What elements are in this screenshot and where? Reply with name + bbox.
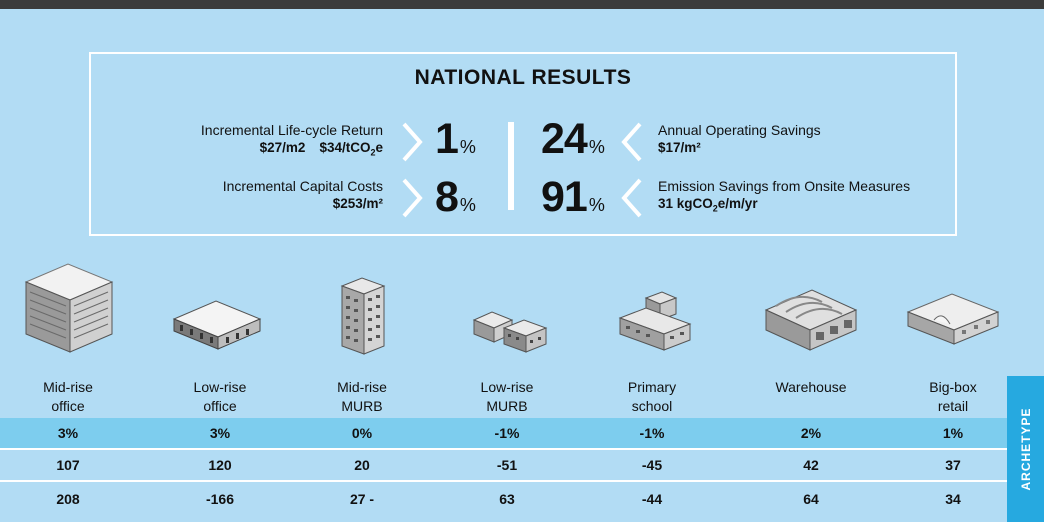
table-cell: 63 — [499, 491, 515, 507]
lifecycle-return-value: 1% — [435, 115, 476, 163]
table-cell: 34 — [945, 491, 961, 507]
lifecycle-return-label: Incremental Life-cycle Return — [200, 122, 383, 138]
table-cell: 2% — [800, 425, 822, 441]
table-row: 107 120 20 -51 -45 42 37 — [0, 450, 1007, 482]
table-cell: 0% — [351, 425, 373, 441]
table-cell: 27 - — [349, 491, 375, 507]
archetype-label: Mid-rise office — [43, 379, 93, 414]
operating-savings-value: 24% — [541, 115, 605, 163]
results-table: 3% 3% 0% -1% -1% 2% 1% 107 120 20 -51 -4… — [0, 418, 1007, 516]
national-results-panel: NATIONAL RESULTS Incremental Life-cycle … — [89, 52, 957, 236]
archetype-label: Primary school — [627, 379, 677, 414]
emission-savings-label-group: Emission Savings from Onsite Measures 31… — [658, 178, 910, 218]
mid-rise-murb-icon — [340, 277, 386, 355]
table-cell: -51 — [496, 457, 518, 473]
table-cell: 20 — [354, 457, 370, 473]
chevron-right-icon — [402, 122, 423, 162]
table-cell: -45 — [641, 457, 663, 473]
table-cell: 37 — [945, 457, 961, 473]
emission-savings-value: 91% — [541, 173, 605, 221]
table-cell: -166 — [205, 491, 235, 507]
archetype-label: Big-box retail — [929, 379, 977, 414]
table-cell: 1% — [942, 425, 964, 441]
archetype-label: Low-rise office — [193, 379, 247, 414]
table-cell: 120 — [208, 457, 232, 473]
table-cell: 208 — [56, 491, 80, 507]
capital-costs-label-group: Incremental Capital Costs $253/m² — [223, 178, 383, 212]
lifecycle-return-label-group: Incremental Life-cycle Return $27/m2 $34/… — [201, 122, 383, 162]
top-bar — [0, 0, 1044, 9]
operating-savings-label: Annual Operating Savings — [658, 122, 821, 138]
table-row: 3% 3% 0% -1% -1% 2% 1% — [0, 418, 1007, 450]
archetype-label: Warehouse — [775, 379, 847, 395]
table-cell: 3% — [209, 425, 231, 441]
table-cell: 64 — [803, 491, 819, 507]
archetype-side-tab: ARCHETYPE — [1007, 376, 1044, 522]
divider — [508, 122, 514, 210]
archetype-label: Mid-rise MURB — [337, 379, 387, 414]
operating-savings-label-group: Annual Operating Savings $17/m² — [658, 122, 821, 156]
table-cell: 42 — [803, 457, 819, 473]
chevron-right-icon — [402, 178, 423, 218]
capital-costs-value: 8% — [435, 173, 476, 221]
panel-title: NATIONAL RESULTS — [414, 66, 632, 89]
low-rise-murb-icon — [472, 311, 548, 353]
emission-savings-label: Emission Savings from Onsite Measures — [658, 178, 911, 194]
lifecycle-return-sub: $27/m2 $34/tCO2e — [259, 140, 383, 158]
chevron-left-icon — [621, 122, 642, 162]
capital-costs-label: Incremental Capital Costs — [222, 178, 383, 194]
mid-rise-office-icon — [24, 263, 114, 353]
capital-costs-sub: $253/m² — [332, 196, 383, 211]
primary-school-icon — [618, 291, 692, 351]
table-row: 208 -166 27 - 63 -44 64 34 — [0, 482, 1007, 516]
operating-savings-sub: $17/m² — [658, 140, 701, 155]
emission-savings-sub: 31 kgCO2e/m/yr — [658, 196, 758, 214]
warehouse-icon — [764, 289, 858, 351]
chevron-left-icon — [621, 178, 642, 218]
archetype-tab-label: ARCHETYPE — [1018, 407, 1033, 491]
table-cell: 107 — [56, 457, 80, 473]
low-rise-office-icon — [172, 300, 262, 350]
table-cell: -1% — [494, 425, 520, 441]
table-cell: -44 — [641, 491, 663, 507]
archetype-label: Low-rise MURB — [480, 379, 534, 414]
building-illustrations — [0, 250, 1044, 370]
table-cell: 3% — [57, 425, 79, 441]
table-cell: -1% — [639, 425, 665, 441]
big-box-retail-icon — [906, 293, 1000, 345]
